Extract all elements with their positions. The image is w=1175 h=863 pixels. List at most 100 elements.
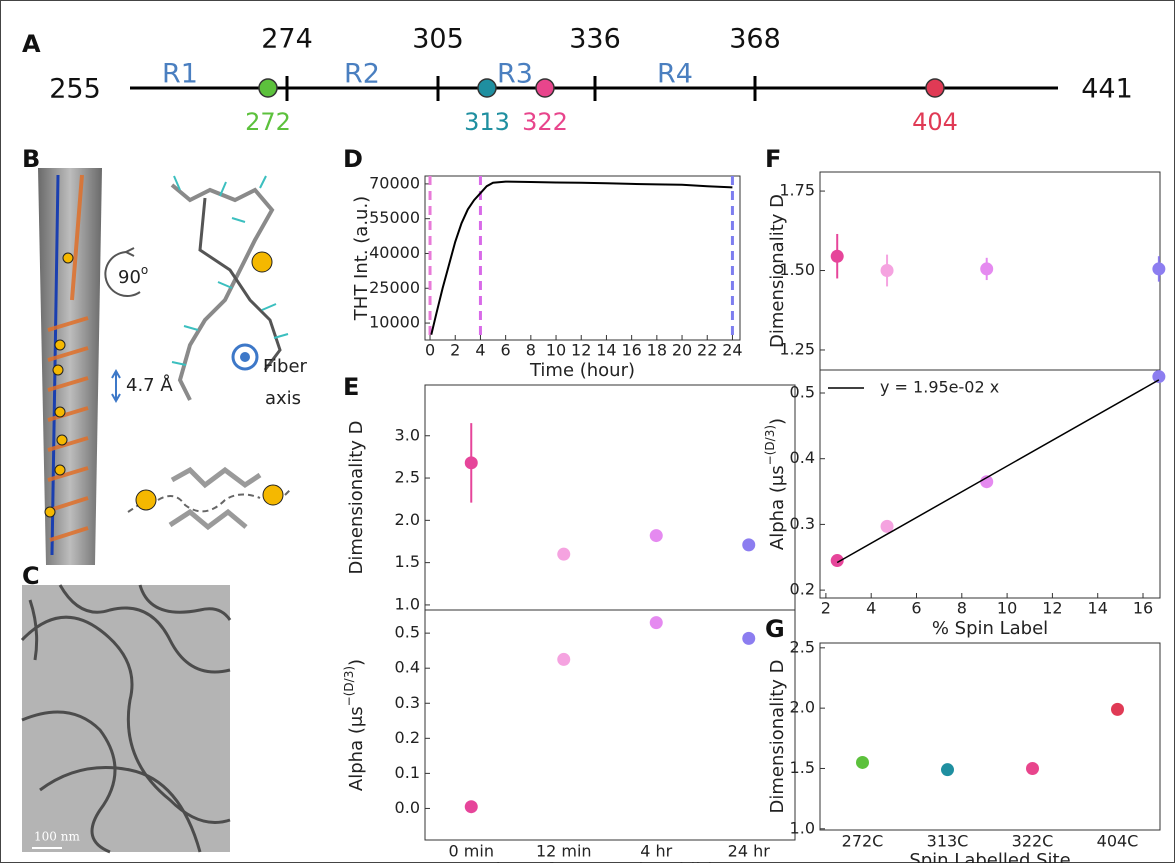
x-tick-label: 0 min (449, 842, 494, 861)
boundary-label: 368 (729, 24, 781, 55)
y-tick-label: 25000 (369, 278, 420, 297)
legend-label: y = 1.95e-02 x (880, 378, 999, 397)
y-tick-label: 1.75 (779, 181, 815, 200)
data-point (464, 800, 478, 814)
x-tick-label: 14 (596, 341, 616, 360)
y-axis-label-part: −(D/3) (763, 425, 777, 465)
y-tick-label: 1.0 (790, 818, 815, 837)
x-tick-label: 18 (647, 341, 667, 360)
y-axis-label-part: Alpha (μs (346, 706, 367, 791)
data-point (1026, 761, 1039, 775)
y-tick-label: 2.5 (790, 637, 815, 656)
x-tick-label: 4 (866, 599, 876, 618)
x-tick-label: 6 (911, 599, 921, 618)
y-axis-label-part: ) (346, 659, 367, 666)
panel-letter: E (343, 373, 359, 401)
data-point (649, 616, 663, 630)
data-point (557, 547, 571, 561)
y-tick-label: 0.2 (395, 728, 420, 747)
y-tick-label: 0.3 (790, 514, 815, 533)
y-tick-label: 3.0 (395, 425, 420, 444)
x-tick-label: 14 (1088, 599, 1108, 618)
y-tick-label: 0.2 (790, 580, 815, 599)
micrograph (20, 584, 232, 854)
region-label: R2 (344, 59, 380, 90)
fiber-axis-label: Fiber (263, 356, 308, 377)
x-tick-label: 16 (1133, 599, 1153, 618)
x-axis-label: Time After Heparin Addition (484, 860, 735, 863)
sequence-start: 255 (49, 74, 101, 105)
x-tick-label: 313C (927, 832, 969, 851)
y-axis-label: Dimensionality D (346, 420, 367, 574)
x-tick-label: 2 (450, 341, 460, 360)
y-tick-label: 40000 (369, 243, 420, 262)
x-tick-label: 404C (1097, 832, 1139, 851)
x-tick-label: 10 (546, 341, 566, 360)
data-point (742, 538, 756, 552)
panel-letter: C (22, 562, 40, 590)
site-marker (477, 78, 497, 98)
panel-letter: D (343, 145, 363, 173)
rotation-label: 90o (118, 263, 148, 289)
x-axis-label: Time (hour) (529, 360, 635, 381)
x-tick-label: 10 (997, 599, 1017, 618)
y-axis-label: Alpha (μs−(D/3)) (342, 659, 368, 791)
x-tick-label: 24 hr (728, 842, 771, 861)
x-axis-label: Spin Labelled Site (909, 850, 1070, 863)
x-tick-label: 20 (672, 341, 692, 360)
data-point (1111, 702, 1124, 716)
data-point (1152, 262, 1166, 276)
x-tick-label: 2 (821, 599, 831, 618)
data-line (430, 180, 733, 335)
region-label: R3 (497, 59, 533, 90)
plot-frame (424, 175, 741, 341)
x-tick-label: 12 min (536, 842, 592, 861)
y-axis-label: Dimensionality D (767, 194, 788, 348)
x-tick-label: 0 (425, 341, 435, 360)
y-tick-label: 0.3 (395, 693, 420, 712)
plot-frame (819, 642, 1161, 831)
y-tick-label: 1.50 (779, 260, 815, 279)
data-point (856, 755, 869, 769)
site-marker (258, 78, 278, 98)
y-tick-label: 1.5 (790, 758, 815, 777)
x-axis-label: % Spin Label (932, 618, 1048, 639)
y-tick-label: 0.5 (395, 623, 420, 642)
data-point (464, 456, 478, 470)
data-point (880, 264, 894, 278)
region-label: R4 (657, 59, 693, 90)
y-axis-label-part: −(D/3) (342, 666, 356, 706)
data-point (941, 763, 954, 777)
y-tick-label: 2.0 (790, 698, 815, 717)
data-point (880, 519, 894, 533)
fit-line (836, 379, 1160, 564)
panel-letter: B (22, 145, 40, 173)
boundary-label: 305 (412, 24, 464, 55)
y-tick-label: 1.0 (395, 594, 420, 613)
y-axis-label: Dimensionality D (767, 659, 788, 813)
data-point (980, 262, 994, 276)
site-label: 313 (464, 108, 510, 136)
data-point (649, 529, 663, 543)
data-point (980, 475, 994, 489)
scale-bar-label: 100 nm (34, 830, 80, 844)
site-marker (535, 78, 555, 98)
x-tick-label: 22 (697, 341, 717, 360)
data-point (830, 554, 844, 568)
plot-frame (424, 609, 796, 841)
data-point (557, 652, 571, 666)
y-axis-label-part: Alpha (μs (767, 465, 788, 550)
y-axis-label-part: ) (767, 418, 788, 425)
y-tick-label: 70000 (369, 173, 420, 192)
x-tick-label: 4 (475, 341, 485, 360)
y-tick-label: 1.25 (779, 339, 815, 358)
site-marker (925, 78, 945, 98)
sequence-end: 441 (1081, 74, 1133, 105)
boundary-label: 336 (569, 24, 621, 55)
x-tick-label: 16 (621, 341, 641, 360)
x-tick-label: 8 (957, 599, 967, 618)
y-axis-label: THT Int. (a.u.) (351, 196, 372, 321)
y-tick-label: 0.4 (790, 448, 815, 467)
x-tick-label: 6 (501, 341, 511, 360)
